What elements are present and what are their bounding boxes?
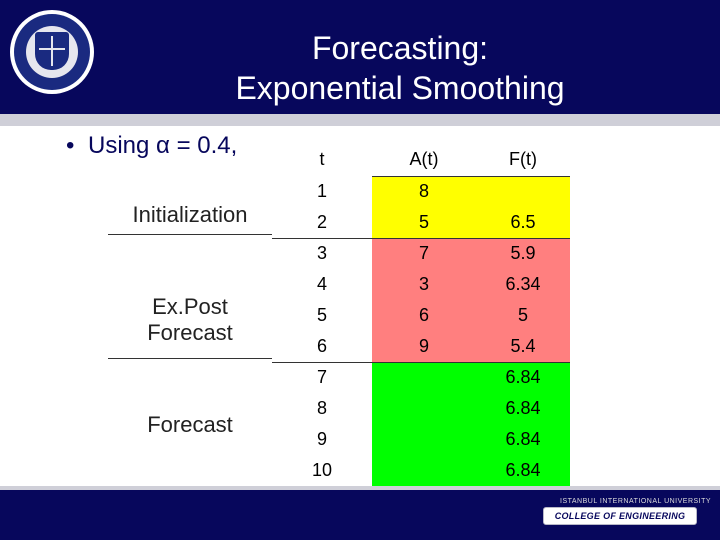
title-line-1: Forecasting: <box>311 30 489 66</box>
cell-t: 7 <box>316 367 327 387</box>
table-header-row: t A(t) F(t) <box>272 142 570 176</box>
cell-t: 10 <box>311 460 333 480</box>
slide-footer: ISTANBUL INTERNATIONAL UNIVERSITY COLLEG… <box>0 490 720 540</box>
cell-forecast: 6.84 <box>476 424 570 455</box>
table-row: 2 5 6.5 <box>272 207 570 238</box>
cell-actual <box>372 455 476 486</box>
header-t: t <box>319 149 325 169</box>
college-logo: COLLEGE OF ENGINEERING <box>543 507 697 525</box>
cell-actual <box>372 362 476 393</box>
label-expost-forecast: Ex.Post Forecast <box>108 294 272 346</box>
section-divider <box>108 358 272 359</box>
section-divider <box>108 234 272 235</box>
cell-actual <box>372 424 476 455</box>
cell-t: 1 <box>316 181 327 201</box>
label-initialization: Initialization <box>132 202 248 227</box>
label-expost-line-2: Forecast <box>147 320 233 345</box>
table-row: 7 6.84 <box>272 362 570 393</box>
cell-forecast: 6.84 <box>476 362 570 393</box>
cell-t: 5 <box>316 305 327 325</box>
cell-actual: 3 <box>372 269 476 300</box>
smoothing-table: t A(t) F(t) 1 8 2 5 6.5 3 7 5.9 4 3 6.34 5 6 5 6 9 5.4 7 6… <box>272 142 570 486</box>
cell-actual: 7 <box>372 238 476 269</box>
university-seal-icon <box>10 10 94 94</box>
bullet-marker: • <box>66 132 75 159</box>
cell-forecast: 5.4 <box>476 331 570 362</box>
cell-forecast: 6.84 <box>476 455 570 486</box>
cell-forecast: 6.5 <box>476 207 570 238</box>
cell-actual: 8 <box>372 176 476 207</box>
cell-t: 4 <box>316 274 327 294</box>
slide-header: Forecasting: Exponential Smoothing <box>0 0 720 114</box>
bullet-text: • Using α = 0.4, <box>66 132 237 160</box>
table-row: 6 9 5.4 <box>272 331 570 362</box>
table-row: 8 6.84 <box>272 393 570 424</box>
table-divider <box>272 238 570 239</box>
label-forecast: Forecast <box>147 412 233 437</box>
table-row: 9 6.84 <box>272 424 570 455</box>
cell-t: 8 <box>316 398 327 418</box>
cell-actual: 9 <box>372 331 476 362</box>
table-row: 4 3 6.34 <box>272 269 570 300</box>
cell-t: 6 <box>316 336 327 356</box>
cell-t: 2 <box>316 212 327 232</box>
table-divider <box>272 362 570 363</box>
cell-forecast <box>476 176 570 207</box>
cell-forecast: 5 <box>476 300 570 331</box>
header-forecast: F(t) <box>509 149 537 169</box>
header-divider <box>0 114 720 126</box>
cell-actual: 5 <box>372 207 476 238</box>
table-row: 10 6.84 <box>272 455 570 486</box>
cell-actual <box>372 393 476 424</box>
table-divider <box>372 176 570 177</box>
cell-actual: 6 <box>372 300 476 331</box>
cell-forecast: 5.9 <box>476 238 570 269</box>
cell-t: 3 <box>316 243 327 263</box>
slide-title: Forecasting: Exponential Smoothing <box>120 28 680 108</box>
label-expost-line-1: Ex.Post <box>152 294 228 319</box>
footer-divider <box>0 486 720 490</box>
cell-forecast: 6.84 <box>476 393 570 424</box>
title-line-2: Exponential Smoothing <box>235 70 565 106</box>
logo-caption: ISTANBUL INTERNATIONAL UNIVERSITY <box>560 498 712 505</box>
header-actual: A(t) <box>409 149 439 169</box>
cell-t: 9 <box>316 429 327 449</box>
table-body: 1 8 2 5 6.5 3 7 5.9 4 3 6.34 5 6 5 6 9 5.4 7 6.84 8 6.84 9 6.8… <box>272 176 570 486</box>
bullet-label: Using α = 0.4, <box>88 132 238 159</box>
cell-forecast: 6.34 <box>476 269 570 300</box>
table-row: 3 7 5.9 <box>272 238 570 269</box>
